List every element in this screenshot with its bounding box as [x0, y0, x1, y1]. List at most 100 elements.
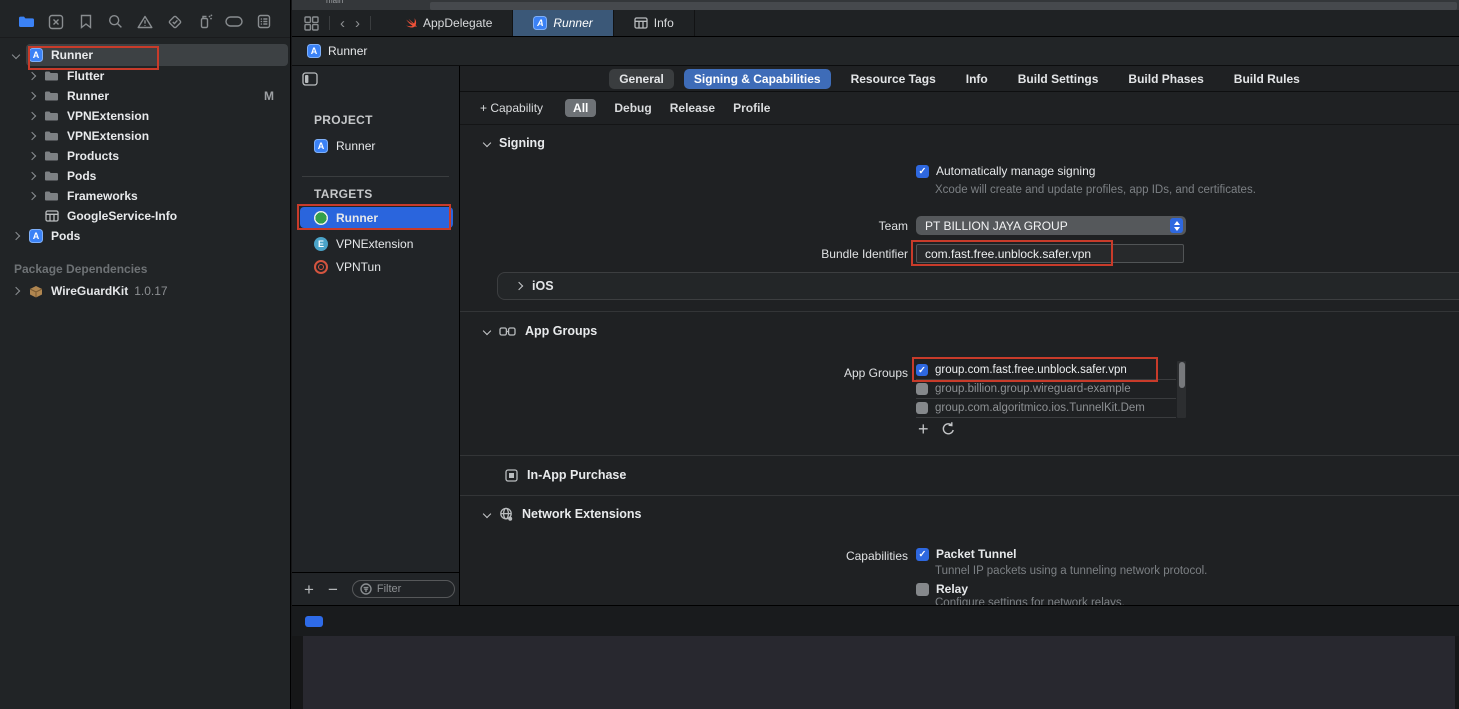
scrollbar[interactable] — [1177, 361, 1186, 418]
chevron-right-icon[interactable] — [27, 191, 37, 201]
tree-item-runner-root[interactable]: A Runner — [0, 44, 290, 66]
tab-overview-icon[interactable] — [304, 15, 319, 31]
checkbox-unchecked-icon[interactable] — [916, 582, 929, 596]
chevron-down-icon[interactable] — [482, 326, 492, 336]
app-group-row[interactable]: group.com.algoritmico.ios.TunnelKit.Dem — [916, 399, 1176, 418]
ios-section-box[interactable]: iOS — [497, 272, 1459, 300]
chevron-down-icon[interactable] — [11, 50, 21, 60]
tab-info[interactable]: Info — [965, 71, 988, 86]
chevron-down-icon[interactable] — [482, 509, 492, 519]
target-label: VPNTun — [336, 259, 381, 274]
segment-all[interactable]: All — [565, 99, 597, 117]
add-app-group-button[interactable]: + — [918, 419, 929, 439]
team-dropdown[interactable]: PT BILLION JAYA GROUP — [916, 216, 1186, 235]
debug-icon[interactable] — [195, 12, 215, 32]
tab-bar-controls: ‹ › — [292, 10, 383, 36]
refresh-icon[interactable] — [941, 421, 956, 437]
app-group-row[interactable]: ✓ group.com.fast.free.unblock.safer.vpn — [916, 361, 1176, 380]
tree-item-wireguardkit[interactable]: WireGuardKit 1.0.17 — [0, 281, 290, 301]
target-item-runner[interactable]: Runner — [292, 207, 459, 228]
chevron-right-icon[interactable] — [27, 131, 37, 141]
target-item-vpnextension[interactable]: E VPNExtension — [292, 233, 459, 254]
segment-release[interactable]: Release — [669, 101, 716, 115]
chevron-right-icon[interactable] — [27, 111, 37, 121]
chevron-right-icon[interactable] — [27, 71, 37, 81]
tab-build-settings[interactable]: Build Settings — [1017, 71, 1099, 86]
tab-signing-capabilities[interactable]: Signing & Capabilities — [683, 68, 831, 89]
filter-input[interactable] — [376, 583, 437, 595]
tab-build-phases[interactable]: Build Phases — [1128, 71, 1204, 86]
relay-row[interactable]: Relay — [916, 582, 968, 596]
signing-section-header[interactable]: Signing — [482, 136, 545, 150]
app-groups-section-header[interactable]: App Groups — [482, 324, 597, 338]
folder-icon — [45, 91, 58, 101]
find-icon[interactable] — [105, 12, 125, 32]
forward-icon[interactable]: › — [355, 14, 360, 32]
segment-debug[interactable]: Debug — [614, 101, 652, 115]
in-app-purchase-section-header[interactable]: In-App Purchase — [505, 468, 626, 482]
editor-body: PROJECT A Runner TARGETS Runner E VPNExt… — [292, 66, 1459, 605]
tree-item-runner-folder[interactable]: Runner M — [0, 86, 290, 106]
tab-build-rules[interactable]: Build Rules — [1233, 71, 1300, 86]
scrollbar-thumb[interactable] — [1178, 362, 1185, 388]
project-navigator-icon[interactable] — [16, 12, 36, 32]
target-selection-highlight — [300, 207, 453, 228]
breakpoints-icon[interactable] — [224, 12, 244, 32]
issues-icon[interactable] — [135, 12, 155, 32]
toolbar-strip: main — [292, 0, 1459, 10]
tree-item-pods-folder[interactable]: Pods — [0, 166, 290, 186]
tree-item-vpnextension-1[interactable]: VPNExtension — [0, 106, 290, 126]
chevron-down-icon[interactable] — [482, 138, 492, 148]
tab-appdelegate[interactable]: AppDelegate — [383, 10, 514, 36]
tab-general[interactable]: General — [609, 68, 674, 89]
tree-item-flutter[interactable]: Flutter — [0, 66, 290, 86]
tab-runner[interactable]: A Runner — [513, 10, 614, 36]
chevron-right-icon[interactable] — [27, 91, 37, 101]
chevron-right-icon[interactable] — [11, 231, 21, 241]
reports-icon[interactable] — [254, 12, 274, 32]
chevron-right-icon[interactable] — [27, 171, 37, 181]
tree-item-products[interactable]: Products — [0, 146, 290, 166]
vpnextension-target-icon: E — [314, 236, 328, 251]
team-label: Team — [878, 219, 908, 233]
source-control-icon[interactable] — [46, 12, 66, 32]
remove-target-button[interactable]: − — [327, 579, 338, 599]
checkbox-checked-icon[interactable]: ✓ — [916, 547, 929, 561]
tab-info[interactable]: Info — [614, 10, 695, 36]
network-extensions-section-header[interactable]: Network Extensions — [482, 507, 641, 521]
sidebar-toggle-icon[interactable] — [302, 72, 318, 86]
add-target-button[interactable]: + — [304, 579, 314, 599]
auto-manage-signing-row[interactable]: ✓ Automatically manage signing — [916, 164, 1095, 178]
bundle-identifier-field[interactable]: com.fast.free.unblock.safer.vpn — [916, 244, 1184, 263]
filter-field[interactable] — [351, 580, 455, 598]
checkbox-unchecked-icon[interactable] — [916, 402, 928, 414]
tests-icon[interactable] — [165, 12, 185, 32]
tree-item-label: Pods — [67, 169, 97, 183]
segment-profile[interactable]: Profile — [733, 101, 771, 115]
chevron-right-icon[interactable] — [514, 281, 524, 291]
chevron-right-icon[interactable] — [11, 286, 21, 296]
add-capability-button[interactable]: + Capability — [480, 101, 544, 115]
tree-item-vpnextension-2[interactable]: VPNExtension — [0, 126, 290, 146]
packet-tunnel-row[interactable]: ✓ Packet Tunnel — [916, 547, 1016, 561]
app-group-row[interactable]: group.billion.group.wireguard-example — [916, 380, 1176, 399]
checkbox-checked-icon[interactable]: ✓ — [916, 164, 929, 178]
tree-item-pods-project[interactable]: A Pods — [0, 226, 290, 246]
modified-badge: M — [264, 89, 274, 103]
checkbox-unchecked-icon[interactable] — [916, 383, 928, 395]
target-item-vpntun[interactable]: VPNTun — [292, 256, 459, 277]
tree-item-frameworks[interactable]: Frameworks — [0, 186, 290, 206]
project-item-runner[interactable]: A Runner — [292, 135, 459, 156]
debug-area — [303, 636, 1455, 709]
breadcrumb[interactable]: A Runner — [292, 37, 1459, 66]
tree-item-googleservice-info[interactable]: GoogleService-Info — [0, 206, 290, 226]
chevron-right-icon[interactable] — [27, 151, 37, 161]
stepper-icon — [1170, 218, 1183, 233]
bookmarks-icon[interactable] — [76, 12, 96, 32]
auto-manage-signing-note: Xcode will create and update profiles, a… — [935, 184, 1256, 196]
checkbox-checked-icon[interactable]: ✓ — [916, 364, 928, 376]
back-icon[interactable]: ‹ — [340, 14, 345, 32]
blue-indicator-tag[interactable] — [305, 616, 323, 627]
folder-icon — [45, 191, 58, 201]
tab-resource-tags[interactable]: Resource Tags — [850, 71, 936, 86]
